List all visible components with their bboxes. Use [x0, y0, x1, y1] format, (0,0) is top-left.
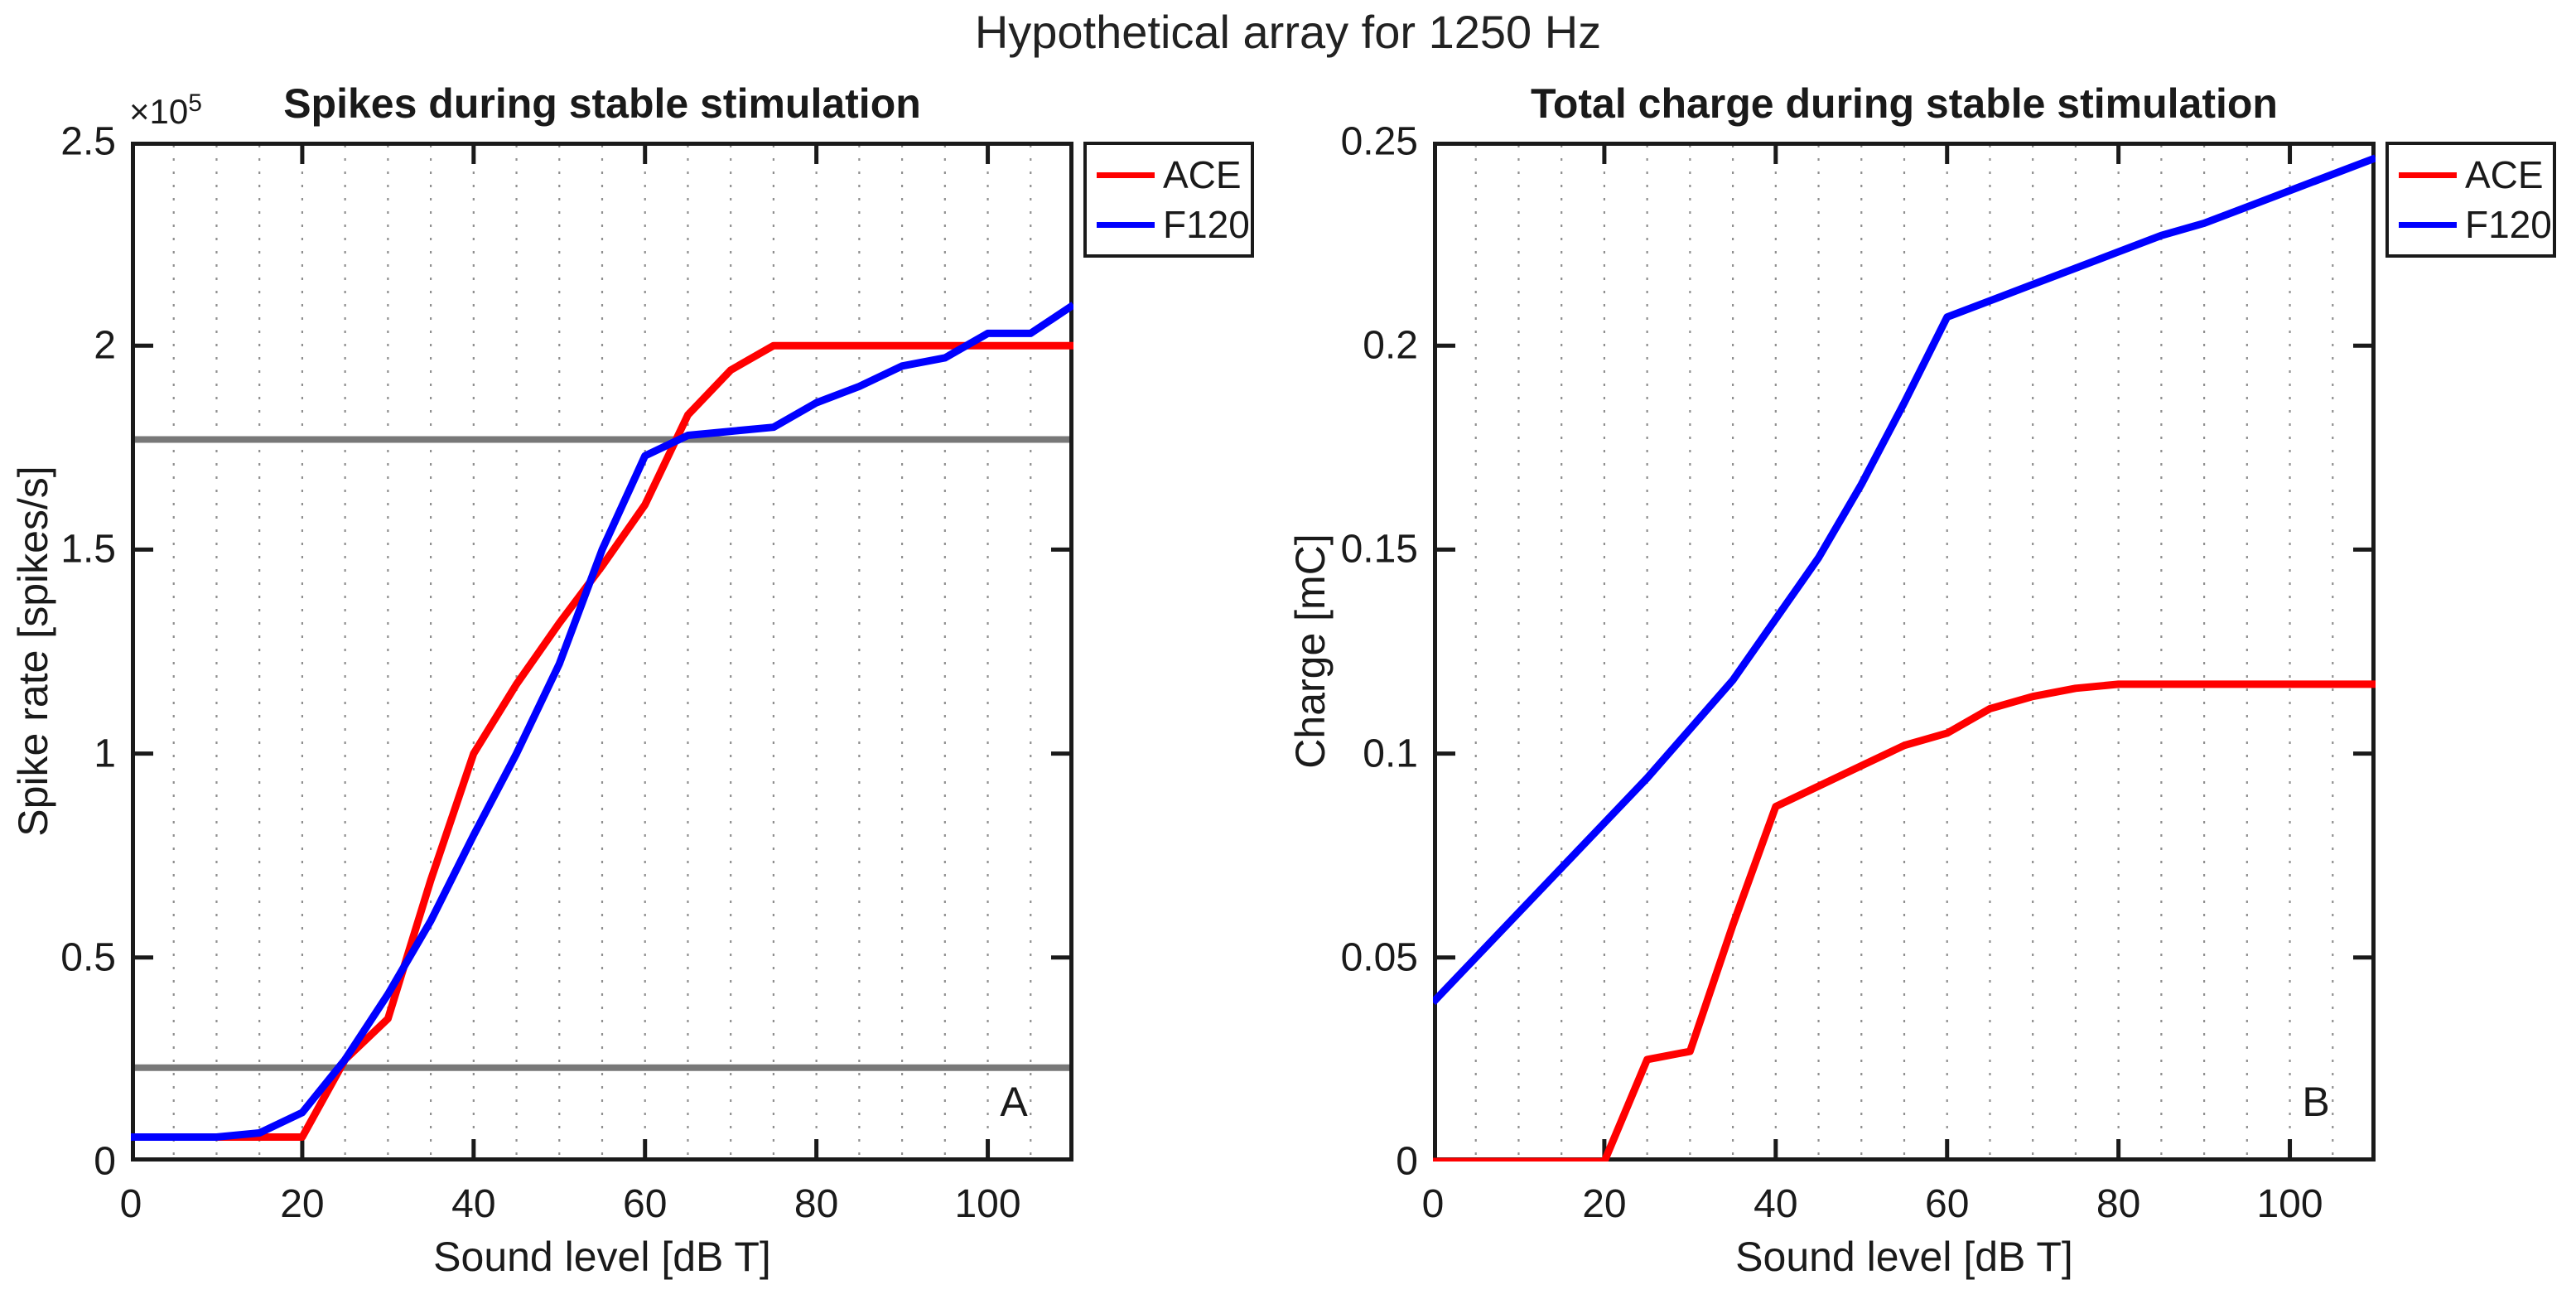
axes-box — [1433, 142, 2376, 1162]
y-tick-label: 0.25 — [1340, 119, 1418, 164]
series-f120 — [131, 302, 1073, 1141]
x-tick-label: 0 — [119, 1182, 142, 1226]
x-tick-label: 80 — [794, 1182, 839, 1226]
subplot-title: Total charge during stable stimulation — [1531, 80, 2278, 127]
subplot-title: Spikes during stable stimulation — [283, 80, 921, 127]
legend-box: ACE F120 — [1083, 142, 1254, 258]
y-axis-label: Charge [mC] — [1287, 534, 1334, 769]
y-tick-label: 2 — [94, 323, 116, 368]
legend-entry: ACE — [1087, 156, 1251, 194]
x-tick-label: 20 — [1582, 1182, 1627, 1226]
series-ace — [131, 341, 1073, 1141]
legend-label: ACE — [1163, 153, 1242, 196]
x-tick-label: 20 — [280, 1182, 325, 1226]
series-ace — [1433, 680, 2376, 1162]
plot-area-spikes — [131, 142, 1073, 1162]
y-tick-label: 0.2 — [1363, 323, 1418, 368]
legend-label: F120 — [2465, 203, 2552, 246]
panel-letter-a: A — [1000, 1079, 1028, 1125]
x-tick-label: 60 — [1925, 1182, 1970, 1226]
legend-line-swatch — [2399, 221, 2457, 228]
legend-line-swatch — [1097, 171, 1155, 178]
x-axis-label: Sound level [dB T] — [1735, 1234, 2073, 1280]
legend-box: ACE F120 — [2385, 142, 2556, 258]
legend-entry: F120 — [1087, 205, 1251, 244]
panel-letter-b: B — [2302, 1079, 2330, 1125]
y-tick-label: 0.05 — [1340, 935, 1418, 980]
x-tick-label: 100 — [954, 1182, 1021, 1226]
series-f120 — [1433, 154, 2376, 1006]
figure-title: Hypothetical array for 1250 Hz — [974, 6, 1602, 58]
legend-line-swatch — [2399, 171, 2457, 178]
y-tick-label: 1 — [94, 732, 116, 776]
legend-entry: ACE — [2389, 156, 2553, 194]
y-tick-label: 0 — [94, 1139, 116, 1184]
x-tick-label: 80 — [2096, 1182, 2141, 1226]
y-tick-label: 0.1 — [1363, 732, 1418, 776]
legend-line-swatch — [1097, 221, 1155, 228]
x-tick-label: 0 — [1421, 1182, 1445, 1226]
y-tick-label: 1.5 — [60, 527, 116, 572]
y-tick-label: 0.15 — [1340, 527, 1418, 572]
x-axis-label: Sound level [dB T] — [433, 1234, 771, 1280]
legend-label: F120 — [1163, 203, 1250, 246]
axes-box — [131, 142, 1073, 1162]
x-tick-label: 40 — [1754, 1182, 1798, 1226]
legend-label: ACE — [2465, 153, 2544, 196]
y-tick-label: 0 — [1396, 1139, 1418, 1184]
y-tick-label: 2.5 — [60, 119, 116, 164]
y-tick-label: 0.5 — [60, 935, 116, 980]
legend-entry: F120 — [2389, 205, 2553, 244]
x-tick-label: 40 — [451, 1182, 496, 1226]
plot-area-charge — [1433, 142, 2376, 1162]
x-tick-label: 60 — [623, 1182, 668, 1226]
y-axis-exponent-label: ×105 — [129, 89, 202, 131]
x-tick-label: 100 — [2256, 1182, 2323, 1226]
